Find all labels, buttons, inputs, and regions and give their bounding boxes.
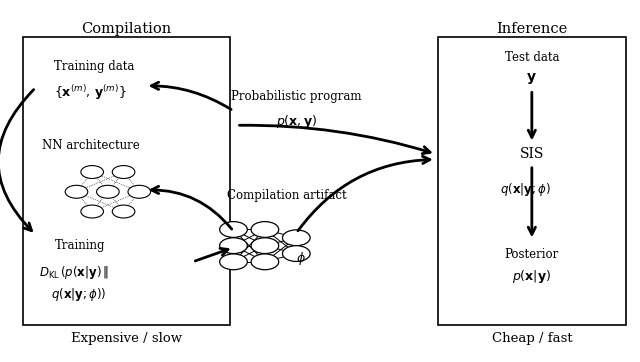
Bar bbox=[438, 37, 626, 325]
Circle shape bbox=[81, 165, 104, 178]
Circle shape bbox=[112, 165, 135, 178]
Circle shape bbox=[112, 205, 135, 218]
Text: $p(\mathbf{x}|\mathbf{y})$: $p(\mathbf{x}|\mathbf{y})$ bbox=[512, 268, 552, 285]
Text: $q(\mathbf{x}|\mathbf{y};\phi)$: $q(\mathbf{x}|\mathbf{y};\phi)$ bbox=[500, 181, 551, 198]
Text: Training data: Training data bbox=[54, 59, 135, 72]
Circle shape bbox=[251, 222, 278, 237]
Bar bbox=[23, 37, 230, 325]
Text: Expensive / slow: Expensive / slow bbox=[71, 332, 182, 345]
Text: $q(\mathbf{x}|\mathbf{y};\phi))$: $q(\mathbf{x}|\mathbf{y};\phi))$ bbox=[51, 286, 107, 303]
Text: $D_{\mathrm{KL}}\,(p(\mathbf{x}|\mathbf{y})\,\|$: $D_{\mathrm{KL}}\,(p(\mathbf{x}|\mathbf{… bbox=[39, 264, 109, 281]
Circle shape bbox=[65, 185, 88, 198]
Circle shape bbox=[81, 205, 104, 218]
Text: NN architecture: NN architecture bbox=[42, 139, 140, 152]
Circle shape bbox=[220, 238, 247, 253]
Text: $p(\mathbf{x},\mathbf{y})$: $p(\mathbf{x},\mathbf{y})$ bbox=[276, 113, 317, 130]
Text: $\mathbf{y}$: $\mathbf{y}$ bbox=[527, 71, 537, 86]
Circle shape bbox=[220, 222, 247, 237]
Text: $\phi$: $\phi$ bbox=[296, 250, 306, 267]
Text: SIS: SIS bbox=[520, 147, 544, 161]
Circle shape bbox=[97, 185, 119, 198]
Text: Compilation: Compilation bbox=[81, 21, 172, 35]
Text: Posterior: Posterior bbox=[505, 248, 559, 261]
Circle shape bbox=[220, 254, 247, 270]
Circle shape bbox=[251, 254, 278, 270]
Text: $\{\mathbf{x}^{(m)},\,\mathbf{y}^{(m)}\}$: $\{\mathbf{x}^{(m)},\,\mathbf{y}^{(m)}\}… bbox=[54, 84, 127, 102]
Text: Test data: Test data bbox=[504, 51, 559, 64]
Text: Cheap / fast: Cheap / fast bbox=[492, 332, 572, 345]
Text: Probabilistic program: Probabilistic program bbox=[231, 90, 362, 103]
Circle shape bbox=[282, 246, 310, 261]
Text: Inference: Inference bbox=[496, 21, 568, 35]
Circle shape bbox=[282, 230, 310, 246]
Text: Compilation artifact: Compilation artifact bbox=[227, 189, 347, 202]
Circle shape bbox=[128, 185, 150, 198]
Circle shape bbox=[251, 238, 278, 253]
Text: Training: Training bbox=[54, 239, 105, 252]
